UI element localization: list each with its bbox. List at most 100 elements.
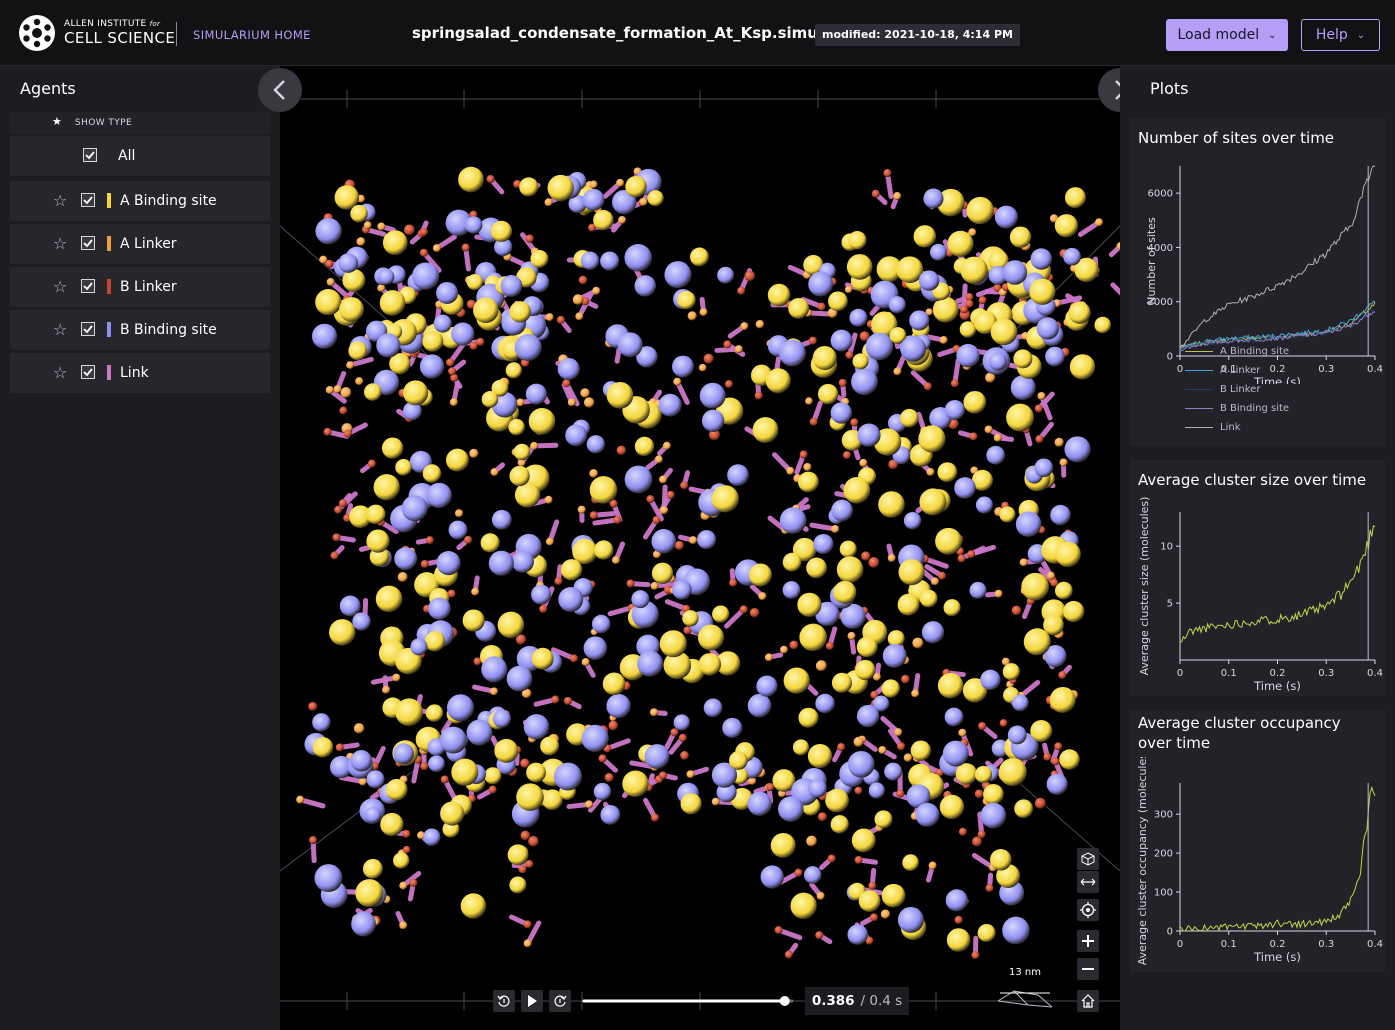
agent-checkbox[interactable]	[81, 365, 95, 379]
zoom-out-button[interactable]	[1077, 958, 1099, 980]
linker-particle	[425, 536, 434, 545]
step-back-button[interactable]	[493, 990, 515, 1012]
a-binding-site-particle	[424, 631, 446, 652]
b-binding-site-particle	[815, 693, 835, 714]
time-slider[interactable]	[582, 992, 794, 1010]
help-button[interactable]: Help ⌄	[1301, 19, 1380, 51]
a-binding-site-particle	[497, 611, 525, 639]
x-tick-label: 0.4	[1367, 364, 1383, 375]
a-binding-site-particle	[963, 390, 987, 414]
load-model-button[interactable]: Load model ⌄	[1166, 19, 1288, 51]
y-tick-label: 5	[1167, 599, 1173, 610]
reset-camera-button[interactable]	[1077, 990, 1099, 1012]
linker-particle	[447, 589, 456, 598]
cluster-occupancy-plot[interactable]: 0 0.1 0.2 0.3 0.4 0 100 200 300 Time (s) Average c…	[1130, 757, 1385, 971]
agent-checkbox[interactable]	[81, 193, 95, 207]
agent-row[interactable]: ☆ B Binding site	[10, 310, 270, 350]
collapse-left-panel-button[interactable]	[258, 68, 302, 112]
agent-row[interactable]: ☆ B Linker	[10, 267, 270, 307]
a-binding-site-particle	[490, 220, 513, 242]
linker-particle	[1011, 605, 1022, 616]
b-binding-site-particle	[808, 271, 834, 297]
b-binding-site-particle	[988, 352, 1007, 371]
b-binding-site-particle	[491, 509, 512, 530]
3d-viewport[interactable]	[280, 66, 1120, 1030]
time-display[interactable]: 0.386 / 0.4 s	[805, 987, 909, 1015]
b-binding-site-particle	[366, 770, 385, 789]
star-outline-icon[interactable]: ☆	[53, 277, 68, 296]
linker-particle	[799, 450, 808, 459]
a-binding-site-particle	[342, 268, 366, 292]
cluster-size-plot[interactable]: 0 0.1 0.2 0.3 0.4 5 10 Time (s) Average cluster …	[1130, 490, 1385, 695]
b-binding-site-particle	[403, 401, 422, 421]
b-binding-site-particle	[1011, 694, 1029, 712]
focus-button[interactable]	[1077, 899, 1099, 921]
zoom-in-button[interactable]	[1077, 930, 1099, 952]
a-binding-site-particle	[843, 476, 871, 504]
legend-item[interactable]: A Linker	[1185, 361, 1289, 380]
b-binding-site-particle	[980, 669, 1001, 691]
b-binding-site-particle	[315, 218, 342, 245]
agent-row[interactable]: ☆ A Linker	[10, 224, 270, 264]
slider-handle[interactable]	[779, 996, 790, 1006]
linker-particle	[1095, 218, 1104, 227]
agent-checkbox[interactable]	[81, 322, 95, 336]
allen-institute-logo[interactable]: ALLEN INSTITUTE for CELL SCIENCE	[18, 14, 175, 52]
star-outline-icon[interactable]: ☆	[53, 191, 68, 210]
linker-particle	[377, 283, 386, 292]
agent-checkbox[interactable]	[81, 279, 95, 293]
agent-row[interactable]: ☆ Link	[10, 353, 270, 393]
a-binding-site-particle	[365, 504, 386, 525]
step-forward-button[interactable]	[549, 990, 571, 1012]
b-binding-site-particle	[401, 495, 428, 522]
legend-line	[1185, 389, 1213, 390]
a-binding-site-particle	[1054, 214, 1079, 238]
linker-particle	[827, 854, 836, 863]
a-binding-site-particle	[542, 789, 563, 811]
chevron-down-icon: ⌄	[1268, 29, 1277, 41]
orthographic-toggle-button[interactable]	[1077, 871, 1099, 893]
sites-plot[interactable]: 0 0.1 0.2 0.3 0.4 0 2000 4000 6000 Time (s) Number…	[1130, 154, 1385, 384]
b-binding-site-particle	[624, 465, 653, 494]
linker-particle	[815, 931, 824, 940]
agent-checkbox[interactable]	[81, 236, 95, 250]
b-binding-site-particle	[909, 310, 930, 331]
b-binding-site-particle	[1030, 248, 1053, 270]
linker-particle	[309, 836, 318, 845]
star-outline-icon[interactable]: ☆	[53, 363, 68, 382]
a-binding-site-particle	[480, 533, 500, 553]
x-tick-label: 0.1	[1221, 668, 1237, 679]
b-binding-site-particle	[644, 744, 670, 769]
play-button[interactable]	[521, 990, 543, 1012]
a-binding-site-particle	[878, 491, 905, 518]
b-binding-site-particle	[557, 358, 580, 381]
a-binding-site-particle	[783, 667, 810, 694]
simularium-home-link[interactable]: SIMULARIUM HOME	[193, 28, 311, 42]
linker-particle	[974, 789, 984, 799]
star-outline-icon[interactable]: ☆	[53, 234, 68, 253]
checkbox-all[interactable]	[83, 148, 97, 162]
linker-particle	[978, 296, 987, 305]
legend-item[interactable]: Link	[1185, 418, 1289, 437]
a-binding-site-particle	[395, 647, 422, 675]
a-binding-site-particle	[932, 296, 959, 323]
scale-bar-icon	[997, 990, 1053, 1008]
legend-item[interactable]: B Linker	[1185, 380, 1289, 399]
a-binding-site-particle	[946, 928, 971, 952]
plot-title: Number of sites over time	[1138, 129, 1335, 147]
linker-particle	[584, 800, 593, 809]
linker-particle	[764, 653, 773, 662]
legend-item[interactable]: A Binding site	[1185, 342, 1289, 361]
linker-particle	[616, 445, 627, 455]
y-tick-label: 6000	[1148, 189, 1173, 200]
b-binding-site-particle	[851, 368, 878, 396]
series-line	[1179, 311, 1376, 352]
b-binding-site-particle	[338, 253, 359, 273]
a-binding-site-particle	[797, 592, 822, 617]
total-time: / 0.4 s	[860, 993, 903, 1009]
agent-row-all[interactable]: All	[10, 136, 270, 176]
legend-item[interactable]: B Binding site	[1185, 399, 1289, 418]
view-cube-button[interactable]	[1077, 848, 1099, 870]
agent-row[interactable]: ☆ A Binding site	[10, 181, 270, 221]
star-outline-icon[interactable]: ☆	[53, 320, 68, 339]
